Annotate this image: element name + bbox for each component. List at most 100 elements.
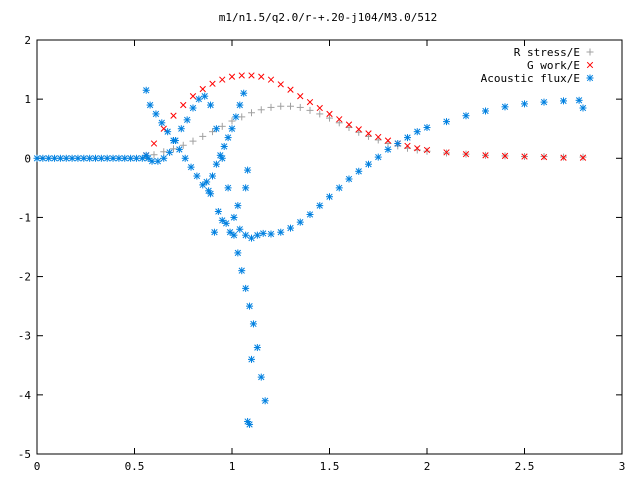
data-point — [222, 219, 230, 227]
legend-label: R stress/E — [514, 46, 580, 59]
data-point — [62, 154, 70, 162]
series-1 — [142, 102, 587, 161]
data-point — [201, 92, 209, 100]
data-point — [74, 154, 82, 162]
x-tick-label: 0.5 — [125, 460, 145, 473]
data-point — [183, 116, 191, 124]
data-point — [39, 154, 47, 162]
series-2 — [143, 72, 587, 161]
data-point — [521, 100, 528, 108]
data-point — [160, 154, 168, 162]
data-point — [257, 106, 265, 114]
y-tick-label: -2 — [18, 271, 31, 284]
legend-label: Acoustic flux/E — [481, 72, 580, 85]
data-point — [80, 154, 88, 162]
data-point — [212, 160, 220, 168]
data-point — [234, 249, 242, 257]
data-point — [423, 124, 431, 132]
data-point — [92, 154, 99, 162]
data-point — [154, 157, 162, 165]
data-point — [501, 152, 509, 160]
x-tick-label: 0 — [34, 460, 41, 473]
data-point — [258, 73, 265, 80]
data-point — [51, 154, 59, 162]
data-point — [521, 153, 528, 160]
data-point — [242, 231, 250, 239]
data-point — [261, 397, 269, 405]
data-point — [220, 142, 228, 150]
data-point — [253, 344, 261, 352]
data-point — [248, 72, 255, 79]
data-point — [230, 213, 238, 221]
data-point — [316, 110, 324, 118]
data-point — [212, 125, 220, 133]
data-point — [248, 234, 255, 242]
data-point — [33, 154, 41, 162]
data-point — [326, 110, 333, 118]
data-point — [236, 101, 244, 109]
y-tick-label: 0 — [24, 152, 31, 165]
data-point — [355, 126, 362, 133]
data-point — [575, 96, 583, 104]
data-point — [238, 267, 246, 275]
data-point — [170, 112, 177, 119]
data-point — [384, 145, 392, 153]
data-point — [218, 122, 226, 130]
data-point — [246, 302, 254, 310]
data-point — [287, 102, 294, 110]
x-axis: 0 0.5 1 1.5 2 2.5 3 — [34, 40, 626, 473]
data-point — [267, 230, 275, 238]
data-point — [242, 184, 250, 192]
data-point — [375, 133, 382, 141]
data-point — [238, 72, 245, 79]
data-point — [160, 148, 168, 156]
data-point — [97, 154, 105, 162]
data-point — [187, 163, 195, 171]
data-point — [326, 114, 333, 122]
data-point — [209, 80, 216, 87]
data-point — [86, 154, 94, 162]
data-point — [109, 154, 117, 162]
data-point — [404, 142, 411, 150]
data-point — [540, 153, 548, 161]
data-point — [207, 101, 215, 109]
data-point — [242, 284, 250, 292]
data-point — [277, 228, 285, 236]
data-point — [423, 147, 431, 155]
data-point — [219, 76, 226, 83]
data-point — [103, 154, 111, 162]
data-point — [45, 154, 53, 162]
x-tick-label: 2 — [424, 460, 431, 473]
data-point — [238, 113, 246, 121]
data-point — [195, 95, 203, 103]
data-point — [249, 320, 257, 328]
data-point — [244, 166, 252, 174]
data-point — [413, 128, 421, 136]
data-point — [296, 218, 304, 226]
data-point — [326, 193, 333, 201]
data-point — [199, 181, 207, 189]
legend-marker — [586, 48, 594, 56]
legend-marker — [586, 74, 594, 82]
x-tick-label: 3 — [619, 460, 626, 473]
plot-area — [33, 72, 587, 428]
data-point — [164, 128, 172, 136]
data-point — [170, 137, 177, 145]
data-point — [236, 225, 244, 233]
x-tick-label: 2.5 — [515, 460, 535, 473]
data-point — [160, 125, 167, 132]
data-point — [277, 81, 284, 88]
y-tick-label: -1 — [18, 211, 31, 224]
data-point — [306, 98, 314, 106]
legend-label: G work/E — [527, 59, 580, 72]
data-point — [394, 140, 402, 147]
data-point — [443, 118, 450, 126]
data-point — [384, 137, 392, 144]
data-point — [287, 224, 294, 232]
data-point — [158, 119, 166, 127]
data-point — [246, 420, 254, 428]
data-point — [127, 154, 135, 162]
data-point — [228, 117, 236, 125]
